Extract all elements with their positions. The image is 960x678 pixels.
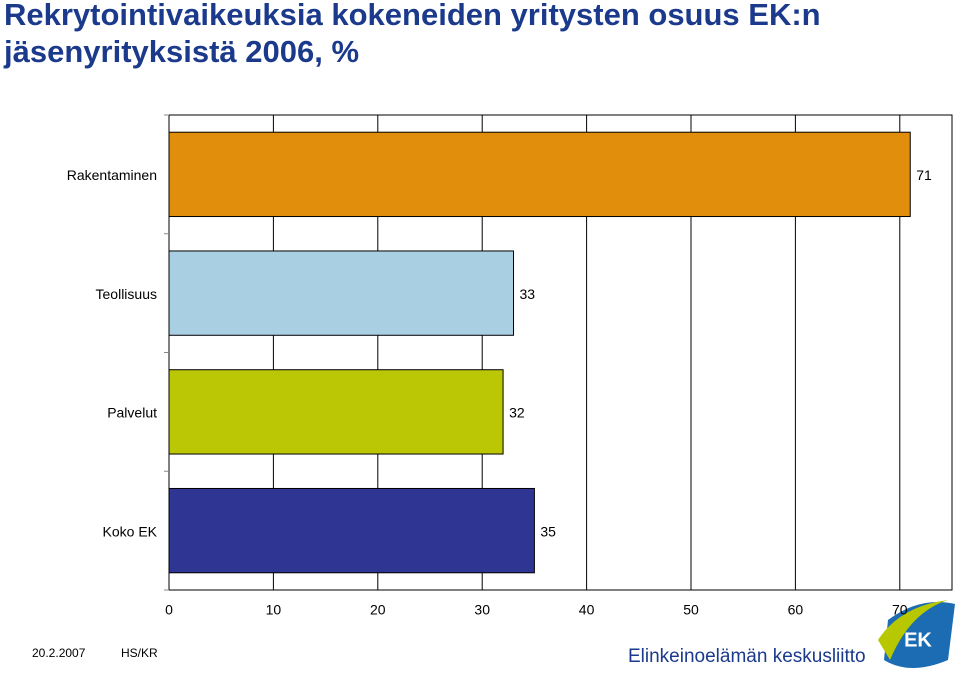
y-tick-label: Teollisuus bbox=[96, 286, 157, 302]
x-tick-label: 0 bbox=[165, 602, 173, 618]
x-tick-label: 10 bbox=[266, 602, 282, 618]
footer-organization: Elinkeinoelämän keskusliitto bbox=[628, 646, 866, 667]
value-label: 35 bbox=[540, 523, 556, 539]
y-tick-label: Rakentaminen bbox=[67, 167, 157, 183]
x-tick-label: 60 bbox=[788, 602, 804, 618]
footer-date: 20.2.2007 bbox=[32, 646, 86, 660]
bar bbox=[168, 487, 535, 574]
x-tick-label: 30 bbox=[474, 602, 490, 618]
y-tick-label: Koko EK bbox=[103, 523, 158, 539]
x-tick-label: 50 bbox=[683, 602, 699, 618]
bar bbox=[168, 131, 911, 218]
bar bbox=[168, 369, 504, 455]
footer-author: HS/KR bbox=[121, 646, 158, 660]
x-tick-label: 40 bbox=[579, 602, 595, 618]
bar bbox=[168, 250, 515, 336]
logo-text: EK bbox=[904, 629, 932, 651]
value-label: 33 bbox=[520, 286, 536, 302]
y-tick-label: Palvelut bbox=[107, 405, 157, 421]
x-tick-label: 20 bbox=[370, 602, 386, 618]
chart-title: Rekrytointivaikeuksia kokeneiden yrityst… bbox=[4, 0, 821, 69]
value-label: 71 bbox=[916, 167, 932, 183]
logo-accent bbox=[878, 600, 948, 660]
value-label: 32 bbox=[509, 405, 525, 421]
x-tick-label: 70 bbox=[892, 602, 908, 618]
